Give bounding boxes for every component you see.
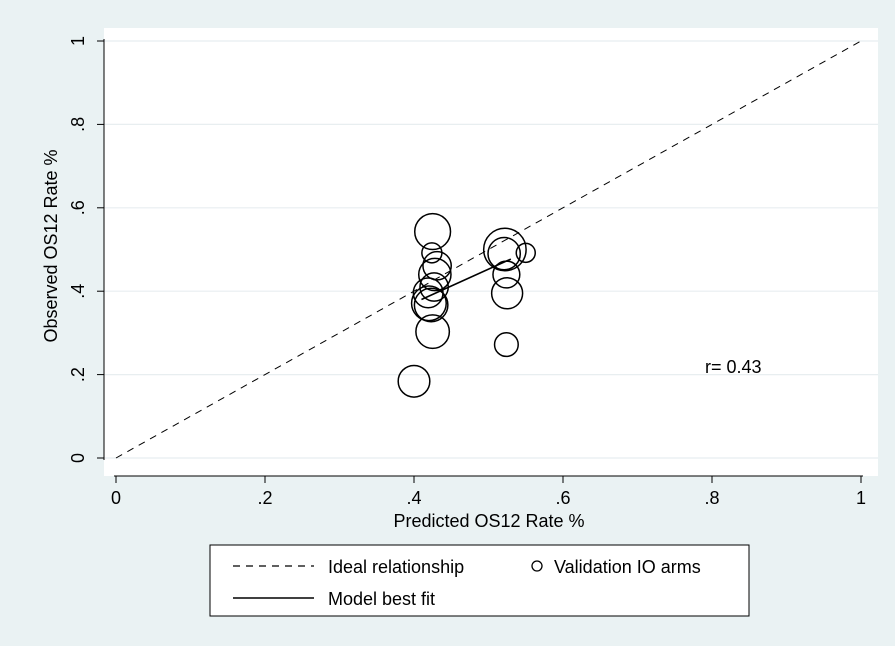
correlation-annotation: r= 0.43 [705,357,762,377]
y-axis-title: Observed OS12 Rate % [41,149,61,342]
y-tick-label-3: .6 [68,200,88,215]
validation-points [397,212,536,398]
x-tick-label-3: .6 [555,488,570,508]
legend-box [209,544,750,617]
x-tick-label-2: .4 [406,488,421,508]
legend: Ideal relationship Validation IO arms Mo… [209,544,750,617]
validation-point-3 [417,257,452,292]
legend-validation-label: Validation IO arms [554,557,701,577]
validation-point-4 [419,272,450,302]
validation-point-15 [515,242,536,264]
legend-validation-swatch [531,560,543,572]
y-tick-label-2: .4 [68,284,88,299]
x-tick-label-4: .8 [704,488,719,508]
validation-point-8 [415,314,451,350]
grid-lines [104,40,878,459]
validation-point-2 [422,250,452,281]
validation-point-10 [482,227,527,272]
legend-ideal-label: Ideal relationship [328,557,464,577]
validation-point-13 [490,277,524,310]
validation-point-11 [487,236,522,271]
y-tick-label-1: .2 [68,367,88,382]
validation-point-7 [413,287,449,323]
x-tick-label-1: .2 [257,488,272,508]
validation-point-9 [397,364,431,398]
validation-point-14 [493,331,519,358]
x-axis-title: Predicted OS12 Rate % [393,511,584,531]
tick-labels: 0 .2 .4 .6 .8 1 0 .2 .4 .6 .8 1 [68,36,866,508]
x-tick-label-0: 0 [111,488,121,508]
validation-point-0 [413,212,452,251]
axes [97,39,863,483]
y-tick-label-4: .8 [68,117,88,132]
y-tick-label-0: 0 [68,453,88,463]
validation-point-6 [410,285,447,322]
plot-area [104,28,878,476]
y-tick-label-5: 1 [68,36,88,46]
legend-fit-label: Model best fit [328,589,435,609]
x-tick-label-5: 1 [856,488,866,508]
validation-point-12 [492,260,521,289]
